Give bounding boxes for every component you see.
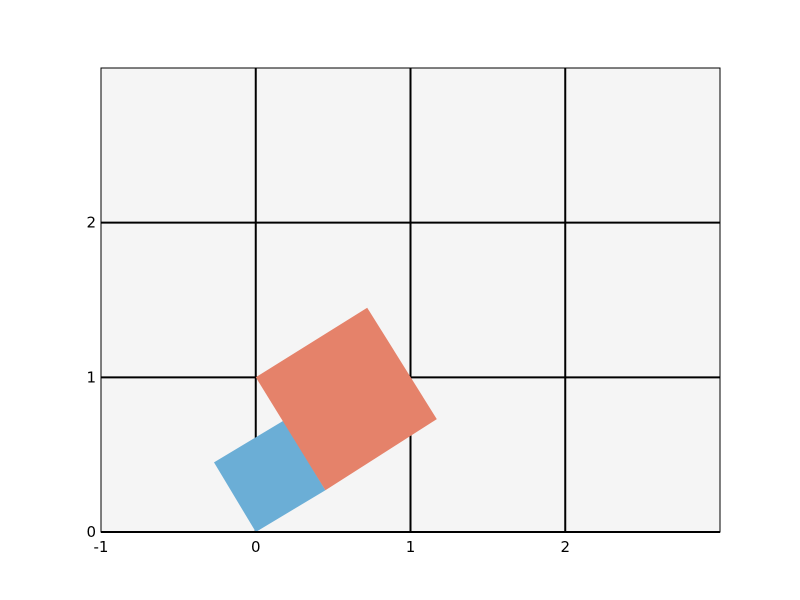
x-tick-label: 1 [406, 538, 416, 556]
x-tick-label: 2 [560, 538, 570, 556]
y-tick-label: 1 [86, 368, 96, 386]
y-tick-label: 0 [86, 523, 96, 541]
shape-1 [255, 307, 437, 491]
shapes [214, 307, 437, 532]
shape-0 [214, 420, 326, 532]
x-tick-label: 0 [251, 538, 261, 556]
y-tick-label: 2 [86, 214, 96, 232]
x-tick-label: -1 [94, 538, 109, 556]
